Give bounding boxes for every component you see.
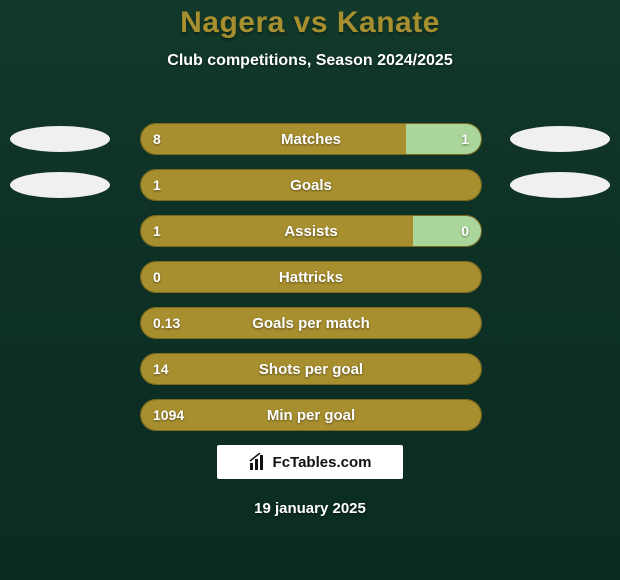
player-badge-right bbox=[510, 126, 610, 152]
stat-bar-left-fill bbox=[141, 170, 481, 200]
player-badge-left bbox=[10, 126, 110, 152]
bar-chart-icon bbox=[249, 453, 267, 471]
player-badge-right bbox=[510, 172, 610, 198]
stat-row: 1094Min per goal bbox=[0, 392, 620, 438]
stat-bar: 14Shots per goal bbox=[140, 353, 482, 385]
page-title: Nagera vs Kanate bbox=[0, 0, 620, 40]
date-text: 19 january 2025 bbox=[0, 500, 620, 517]
attribution-text: FcTables.com bbox=[273, 454, 372, 471]
player-badge-left bbox=[10, 172, 110, 198]
stat-bar: 1Goals bbox=[140, 169, 482, 201]
stat-bar-left-fill bbox=[141, 262, 481, 292]
stat-bar: 81Matches bbox=[140, 123, 482, 155]
comparison-infographic: Nagera vs Kanate Club competitions, Seas… bbox=[0, 0, 620, 580]
stat-bar-right-fill bbox=[406, 124, 481, 154]
stat-bar-left-fill bbox=[141, 216, 413, 246]
stat-bar-left-fill bbox=[141, 308, 481, 338]
stat-bar-right-fill bbox=[413, 216, 481, 246]
stat-row: 10Assists bbox=[0, 208, 620, 254]
stat-bar-left-fill bbox=[141, 400, 481, 430]
page-subtitle: Club competitions, Season 2024/2025 bbox=[0, 52, 620, 70]
stat-row: 81Matches bbox=[0, 116, 620, 162]
stat-row: 0Hattricks bbox=[0, 254, 620, 300]
stat-bar: 0Hattricks bbox=[140, 261, 482, 293]
stat-bar-left-fill bbox=[141, 354, 481, 384]
attribution-badge: FcTables.com bbox=[216, 444, 404, 480]
stat-row: 1Goals bbox=[0, 162, 620, 208]
stat-bar-left-fill bbox=[141, 124, 406, 154]
stat-row: 0.13Goals per match bbox=[0, 300, 620, 346]
stat-rows: 81Matches 1Goals 10Assists 0Hattricks 0.13Go… bbox=[0, 116, 620, 438]
stat-bar: 0.13Goals per match bbox=[140, 307, 482, 339]
stat-row: 14Shots per goal bbox=[0, 346, 620, 392]
stat-bar: 10Assists bbox=[140, 215, 482, 247]
stat-bar: 1094Min per goal bbox=[140, 399, 482, 431]
